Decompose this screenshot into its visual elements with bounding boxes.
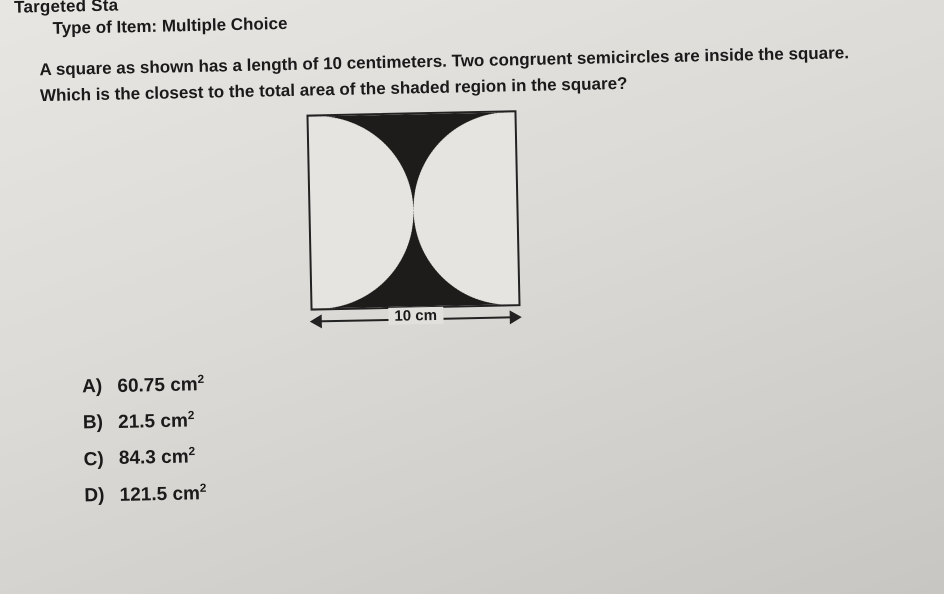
option-value: 84.3 cm [119, 447, 189, 469]
worksheet-page: Targeted Sta Type of Item: Multiple Choi… [0, 0, 944, 532]
option-exponent: 2 [200, 481, 207, 494]
option-label: C) [83, 448, 113, 471]
option-d[interactable]: D) 121.5 cm2 [84, 466, 924, 507]
option-value: 60.75 cm [117, 374, 198, 397]
arrow-left-icon [310, 314, 322, 328]
option-label: A) [82, 376, 112, 399]
dimension-label: 10 cm [388, 306, 443, 324]
type-value: Multiple Choice [157, 14, 288, 36]
option-c[interactable]: C) 84.3 cm2 [83, 430, 923, 471]
arrow-right-icon [510, 310, 522, 324]
figure: 10 cm [306, 110, 521, 332]
option-value: 121.5 cm [119, 483, 200, 506]
option-exponent: 2 [197, 372, 204, 385]
option-exponent: 2 [188, 409, 195, 422]
figure-container: 10 cm [0, 103, 851, 339]
option-a[interactable]: A) 60.75 cm2 [82, 357, 922, 398]
square [306, 110, 520, 310]
option-exponent: 2 [188, 445, 195, 458]
shaded-region [309, 112, 519, 309]
answer-options: A) 60.75 cm2 B) 21.5 cm2 C) 84.3 cm2 D) … [82, 357, 925, 507]
option-label: B) [83, 412, 113, 435]
type-prefix: Type of Item: [52, 17, 157, 38]
dimension-bar: 10 cm [310, 302, 520, 332]
option-label: D) [84, 485, 114, 508]
option-value: 21.5 cm [118, 411, 188, 433]
question-text: A square as shown has a length of 10 cen… [45, 39, 926, 110]
option-b[interactable]: B) 21.5 cm2 [83, 394, 923, 435]
